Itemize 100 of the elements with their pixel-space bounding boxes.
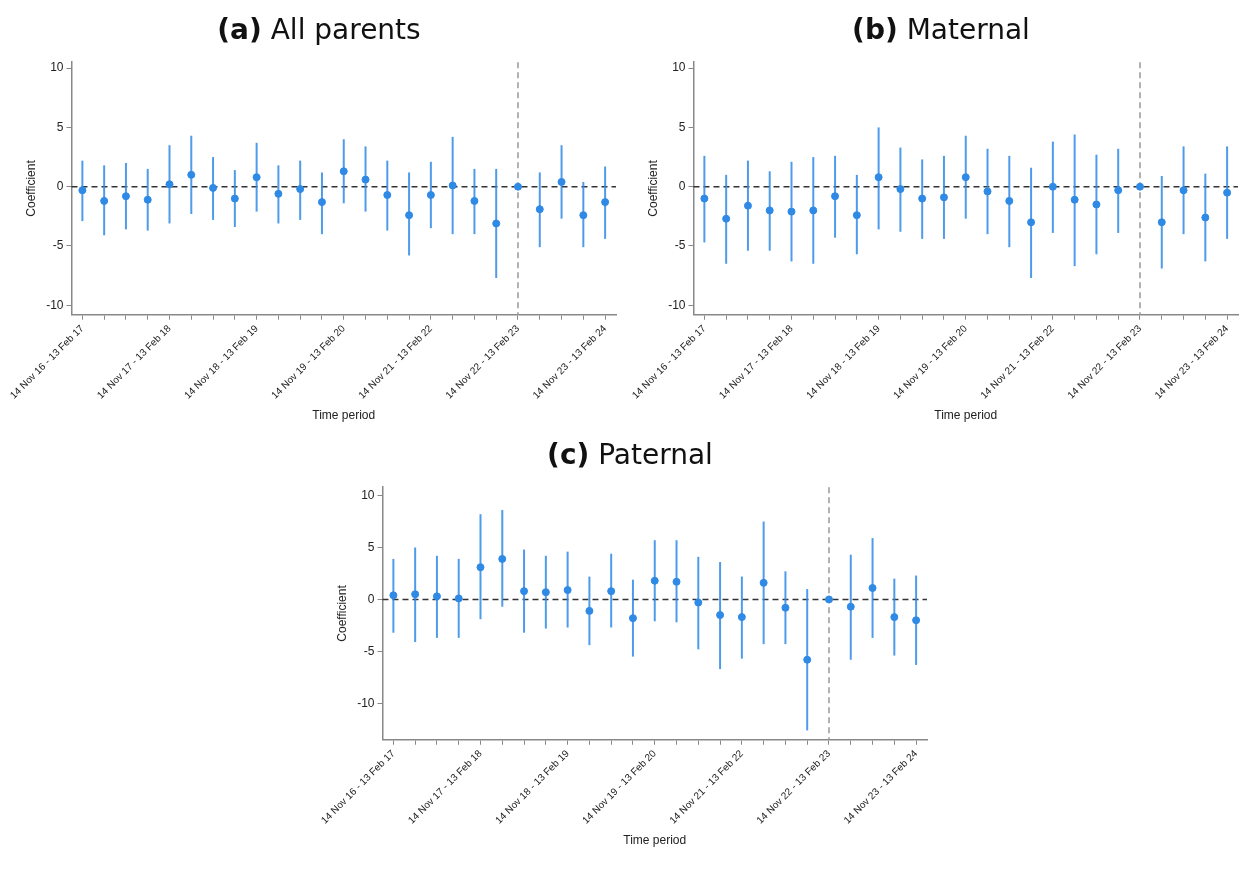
- point: [557, 177, 566, 186]
- y-tick-label: -10: [46, 297, 64, 312]
- x-tick-label: 14 Nov 19 - 13 Feb 20: [268, 322, 348, 401]
- x-tick-label: 14 Nov 16 - 13 Feb 17: [629, 322, 709, 401]
- x-tick-label: 14 Nov 23 - 13 Feb 24: [1152, 322, 1231, 401]
- point: [405, 211, 414, 220]
- x-tick-label: 14 Nov 22 - 13 Feb 23: [1065, 322, 1144, 401]
- y-tick-label: 10: [361, 487, 375, 502]
- point: [961, 173, 970, 182]
- chart-title: (b) Maternal: [852, 13, 1030, 46]
- y-axis-title: Coefficient: [335, 584, 350, 642]
- x-tick-label: 14 Nov 18 - 13 Feb 19: [803, 322, 883, 401]
- point: [492, 219, 501, 228]
- point: [868, 584, 877, 593]
- point: [209, 183, 218, 192]
- y-tick-label: -5: [363, 643, 375, 658]
- x-axis-title: Time period: [312, 408, 376, 423]
- point: [912, 616, 921, 625]
- point: [787, 207, 796, 216]
- point: [737, 613, 746, 622]
- point: [650, 576, 659, 585]
- point: [722, 214, 731, 223]
- x-tick-label: 14 Nov 19 - 13 Feb 20: [579, 747, 659, 826]
- point: [1157, 218, 1166, 227]
- y-tick-label: 10: [672, 60, 686, 75]
- x-tick-label: 14 Nov 17 - 13 Feb 18: [94, 322, 174, 401]
- y-tick-label: -5: [674, 238, 686, 253]
- point: [1027, 218, 1036, 227]
- point: [896, 185, 905, 194]
- x-tick-label: 14 Nov 17 - 13 Feb 18: [405, 747, 485, 826]
- y-tick-label: 10: [50, 60, 64, 75]
- point: [1223, 188, 1232, 197]
- x-axis-title: Time period: [934, 408, 998, 423]
- point: [296, 185, 305, 194]
- point: [476, 563, 485, 572]
- point: [535, 205, 544, 214]
- point: [918, 194, 927, 203]
- point: [607, 587, 616, 596]
- point: [78, 186, 87, 195]
- point: [432, 592, 441, 601]
- point: [339, 167, 348, 176]
- point: [809, 206, 818, 215]
- y-tick-label: -10: [357, 695, 375, 710]
- point: [187, 170, 196, 179]
- point: [121, 192, 130, 201]
- point: [939, 193, 948, 202]
- y-axis-title: Coefficient: [646, 159, 661, 217]
- point: [383, 191, 392, 199]
- y-axis-title: Coefficient: [24, 159, 39, 217]
- x-tick-label: 14 Nov 18 - 13 Feb 19: [181, 322, 261, 401]
- point: [716, 611, 725, 620]
- x-axis-title: Time period: [623, 833, 687, 848]
- point: [100, 196, 109, 205]
- y-tick-label: 5: [678, 119, 686, 134]
- chart-title: (a) All parents: [217, 13, 421, 46]
- point: [389, 591, 398, 600]
- x-tick-label: 14 Nov 16 - 13 Feb 17: [7, 322, 87, 401]
- x-tick-label: 14 Nov 16 - 13 Feb 17: [318, 747, 398, 826]
- point: [498, 554, 507, 563]
- point: [426, 191, 435, 199]
- x-tick-label: 14 Nov 21 - 13 Feb 22: [978, 322, 1057, 401]
- x-tick-label: 14 Nov 19 - 13 Feb 20: [890, 322, 970, 401]
- point: [874, 173, 883, 182]
- point: [252, 173, 261, 182]
- point: [824, 595, 833, 604]
- x-tick-label: 14 Nov 21 - 13 Feb 22: [356, 322, 435, 401]
- point: [831, 192, 840, 201]
- point: [852, 211, 861, 220]
- point: [585, 606, 594, 615]
- y-tick-label: -5: [52, 238, 64, 253]
- point: [700, 194, 709, 203]
- point: [579, 211, 588, 220]
- x-tick-label: 14 Nov 22 - 13 Feb 23: [443, 322, 522, 401]
- point: [803, 655, 812, 664]
- x-tick-label: 14 Nov 23 - 13 Feb 24: [530, 322, 609, 401]
- point: [1048, 182, 1057, 191]
- y-tick-label: 0: [367, 591, 375, 606]
- point: [165, 180, 174, 189]
- point: [890, 613, 899, 622]
- y-tick-label: -10: [668, 297, 686, 312]
- point: [765, 206, 774, 215]
- point: [448, 181, 457, 190]
- point: [563, 586, 572, 595]
- point: [628, 614, 637, 623]
- x-tick-label: 14 Nov 17 - 13 Feb 18: [716, 322, 796, 401]
- point: [520, 587, 529, 596]
- y-tick-label: 0: [678, 179, 686, 194]
- y-tick-label: 5: [56, 119, 64, 134]
- point: [743, 201, 752, 210]
- point: [846, 602, 855, 611]
- point: [317, 198, 326, 207]
- point: [1179, 186, 1188, 195]
- y-tick-label: 5: [367, 539, 375, 554]
- point: [759, 578, 768, 587]
- point: [601, 198, 610, 207]
- point: [1070, 195, 1079, 204]
- x-tick-label: 14 Nov 21 - 13 Feb 22: [667, 747, 746, 826]
- point: [230, 194, 239, 203]
- x-tick-label: 14 Nov 23 - 13 Feb 24: [841, 747, 920, 826]
- point: [411, 590, 420, 599]
